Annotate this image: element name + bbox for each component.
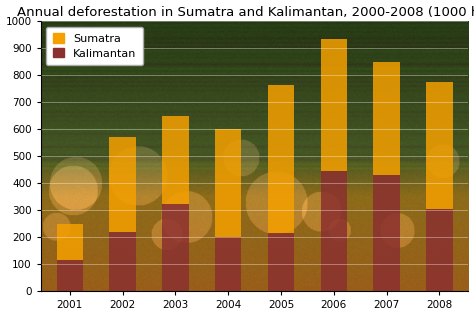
Bar bbox=[56, 260, 83, 291]
Bar bbox=[320, 171, 347, 291]
Bar bbox=[56, 224, 83, 260]
Bar bbox=[374, 175, 400, 291]
Bar bbox=[215, 237, 241, 291]
Title: Annual deforestation in Sumatra and Kalimantan, 2000-2008 (1000 ha): Annual deforestation in Sumatra and Kali… bbox=[17, 6, 474, 19]
Bar bbox=[109, 137, 136, 232]
Bar bbox=[162, 116, 189, 204]
Bar bbox=[268, 85, 294, 233]
Bar bbox=[320, 39, 347, 171]
Bar bbox=[215, 129, 241, 237]
Bar bbox=[162, 204, 189, 291]
Legend: Sumatra, Kalimantan: Sumatra, Kalimantan bbox=[46, 27, 143, 65]
Bar bbox=[374, 62, 400, 175]
Bar bbox=[268, 233, 294, 291]
Bar bbox=[109, 232, 136, 291]
Bar bbox=[426, 82, 453, 209]
Bar bbox=[426, 209, 453, 291]
